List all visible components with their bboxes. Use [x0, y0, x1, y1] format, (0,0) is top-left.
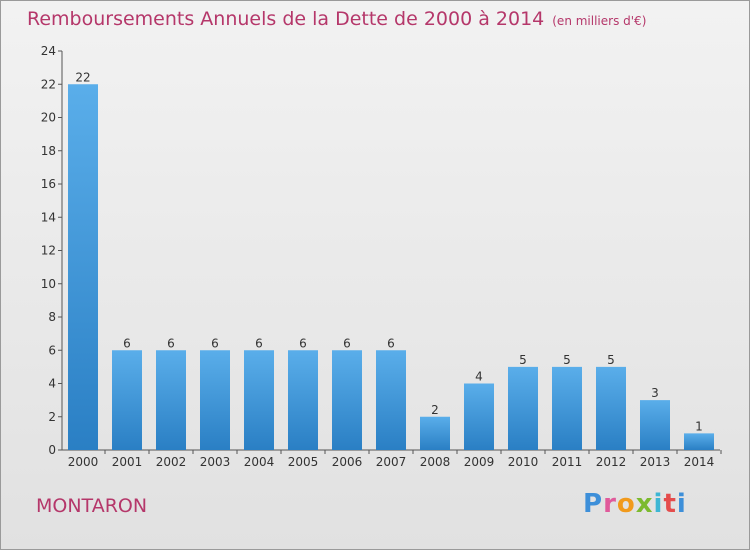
y-tick-label: 18	[41, 144, 56, 158]
chart-title: Remboursements Annuels de la Dette de 20…	[27, 8, 646, 30]
bar	[640, 400, 670, 450]
bars	[68, 84, 714, 450]
data-label: 6	[255, 336, 263, 350]
x-tick-label: 2013	[640, 455, 671, 469]
y-tick-label: 14	[41, 210, 56, 224]
x-tick-label: 2005	[288, 455, 319, 469]
x-tick-label: 2003	[200, 455, 231, 469]
bar	[420, 416, 450, 450]
bar	[244, 350, 274, 450]
y-tick-label: 8	[48, 310, 56, 324]
bar	[112, 350, 142, 450]
y-tick-label: 24	[41, 44, 56, 58]
x-tick-label: 2000	[68, 455, 99, 469]
x-tick-label: 2007	[376, 455, 407, 469]
x-tick-label: 2014	[684, 455, 715, 469]
bar	[464, 383, 494, 450]
data-label: 5	[563, 353, 571, 367]
bar	[156, 350, 186, 450]
x-tick-label: 2004	[244, 455, 275, 469]
bar	[596, 366, 626, 450]
x-tick-label: 2008	[420, 455, 451, 469]
data-label: 6	[299, 336, 307, 350]
y-tick-label: 20	[41, 111, 56, 125]
bar	[332, 350, 362, 450]
x-tick-label: 2009	[464, 455, 495, 469]
value-labels: 22 6 6 6 6 6 6 6 2 4 5 5 5 3 1	[75, 70, 702, 433]
chart-title-text: Remboursements Annuels de la Dette de 20…	[27, 8, 545, 30]
data-label: 5	[519, 353, 527, 367]
data-label: 3	[651, 386, 659, 400]
data-label: 6	[123, 336, 131, 350]
y-tick-label: 16	[41, 177, 56, 191]
data-label: 6	[387, 336, 395, 350]
y-tick-label: 2	[48, 410, 56, 424]
y-tick-label: 4	[48, 377, 56, 391]
y-tick-label: 12	[41, 244, 56, 258]
bar	[376, 350, 406, 450]
bar	[508, 366, 538, 450]
bar	[200, 350, 230, 450]
x-tick-label: 2006	[332, 455, 363, 469]
bar	[68, 84, 98, 450]
data-label: 6	[167, 336, 175, 350]
commune-name: MONTARON	[36, 495, 148, 517]
x-tick-label: 2001	[112, 455, 143, 469]
y-tick-label: 0	[48, 443, 56, 457]
x-tick-label: 2002	[156, 455, 187, 469]
data-label: 2	[431, 403, 439, 417]
data-label: 22	[75, 70, 90, 84]
proxiti-logo[interactable]: Proxiti	[583, 489, 687, 519]
y-tick-label: 6	[48, 343, 56, 357]
bar	[552, 366, 582, 450]
x-tick-label: 2010	[508, 455, 539, 469]
x-axis: 2000 2001 2002 2003 2004 2005 2006 2007 2008 2009…	[62, 449, 722, 469]
y-tick-label: 10	[41, 277, 56, 291]
data-label: 6	[211, 336, 219, 350]
y-tick-label: 22	[41, 77, 56, 91]
data-label: 4	[475, 370, 483, 384]
chart-subtitle: (en milliers d'€)	[552, 14, 647, 28]
data-label: 1	[695, 419, 703, 433]
data-label: 5	[607, 353, 615, 367]
x-tick-label: 2011	[552, 455, 583, 469]
bar	[684, 433, 714, 450]
data-label: 6	[343, 336, 351, 350]
x-tick-label: 2012	[596, 455, 627, 469]
bar	[288, 350, 318, 450]
